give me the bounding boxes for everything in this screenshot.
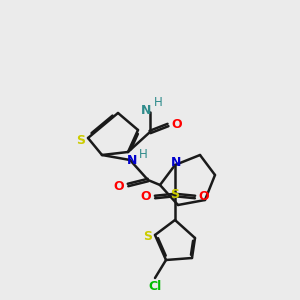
Text: O: O xyxy=(114,179,124,193)
Text: N: N xyxy=(127,154,137,167)
Text: Cl: Cl xyxy=(148,280,162,292)
Text: N: N xyxy=(141,103,151,116)
Text: O: O xyxy=(199,190,209,203)
Text: S: S xyxy=(143,230,152,244)
Text: O: O xyxy=(172,118,182,131)
Text: N: N xyxy=(171,157,181,169)
Text: S: S xyxy=(76,134,85,146)
Text: O: O xyxy=(141,190,151,203)
Text: H: H xyxy=(154,97,162,110)
Text: H: H xyxy=(139,148,147,160)
Text: S: S xyxy=(170,188,179,202)
